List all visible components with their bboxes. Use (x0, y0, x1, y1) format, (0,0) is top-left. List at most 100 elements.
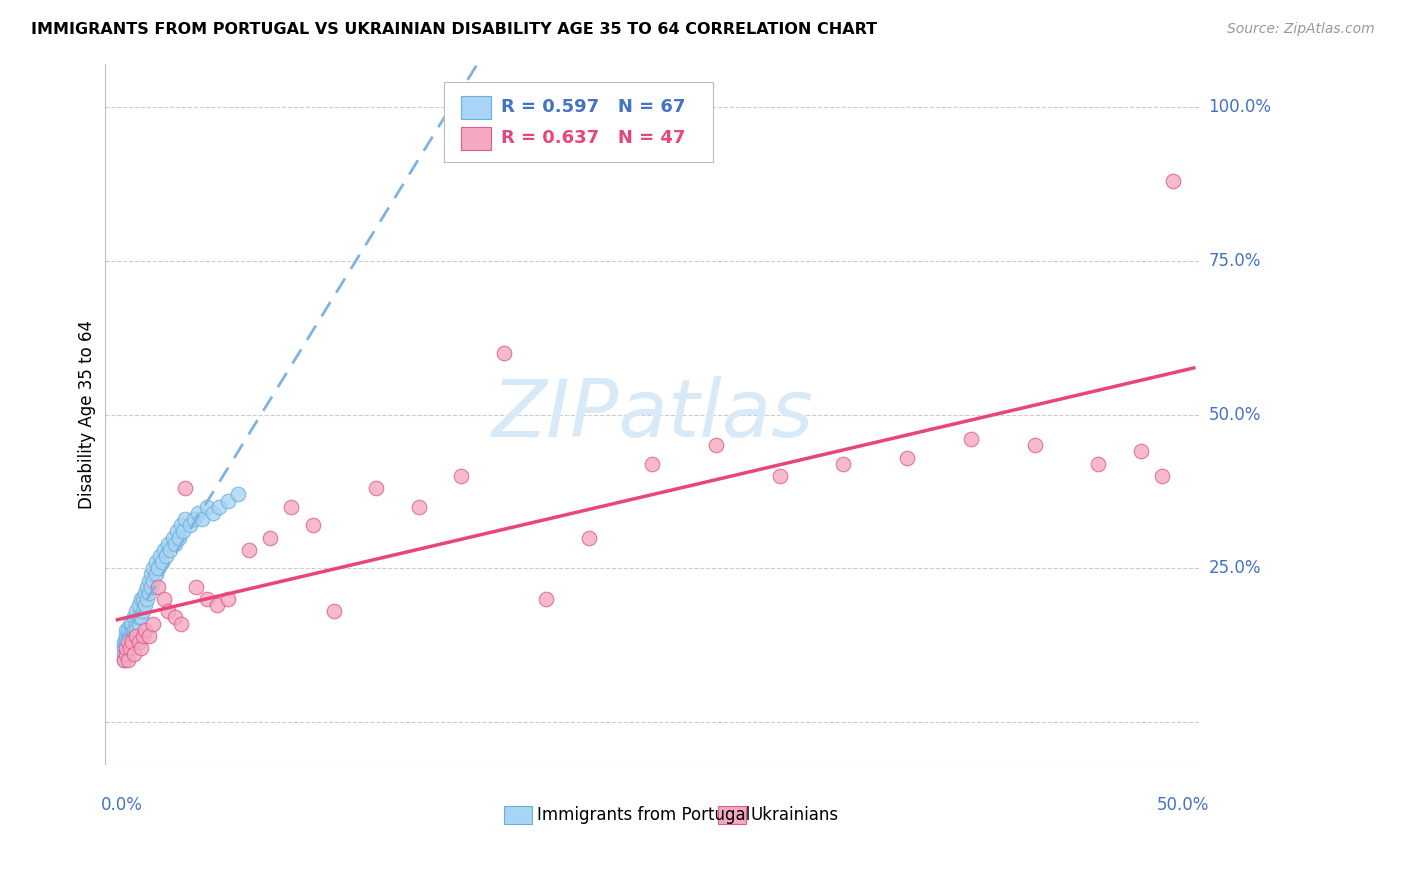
Text: 25.0%: 25.0% (1209, 559, 1261, 577)
Point (128, 616, 150, 631)
Point (960, 432, 983, 446)
Point (117, 623, 139, 637)
Text: R = 0.637   N = 47: R = 0.637 N = 47 (501, 129, 686, 147)
Point (366, 481, 388, 495)
Point (174, 481, 197, 495)
Point (120, 635, 142, 649)
Point (117, 635, 139, 649)
Point (120, 641, 142, 656)
Point (117, 653, 139, 667)
Point (163, 610, 186, 624)
Text: ZIPatlas: ZIPatlas (491, 376, 814, 453)
Point (153, 592, 176, 607)
Point (128, 635, 150, 649)
Point (138, 574, 160, 588)
Point (142, 561, 165, 575)
Point (138, 629, 160, 643)
Point (114, 635, 136, 649)
Point (149, 549, 172, 563)
Point (128, 610, 150, 624)
Point (162, 531, 184, 545)
Point (159, 542, 181, 557)
Point (121, 635, 143, 649)
Point (155, 549, 177, 563)
Point (124, 623, 146, 637)
Point (132, 592, 155, 607)
Point (322, 604, 344, 618)
FancyBboxPatch shape (444, 81, 713, 162)
Point (117, 635, 139, 649)
Point (157, 604, 180, 618)
Point (112, 648, 135, 662)
Point (124, 648, 146, 662)
Point (136, 592, 159, 607)
Point (121, 616, 143, 631)
Text: Ukrainians: Ukrainians (751, 806, 839, 824)
Point (125, 629, 148, 643)
Point (129, 610, 152, 624)
Point (114, 629, 136, 643)
Point (136, 580, 159, 594)
Point (134, 598, 156, 612)
Point (124, 629, 146, 643)
Point (121, 629, 143, 643)
Point (166, 524, 188, 539)
Point (112, 653, 135, 667)
Point (174, 512, 197, 526)
Point (179, 518, 201, 533)
Point (125, 623, 148, 637)
Point (172, 524, 194, 539)
Point (134, 586, 156, 600)
Text: 0.0%: 0.0% (101, 796, 142, 814)
Point (125, 616, 148, 631)
Point (534, 592, 557, 607)
Point (191, 512, 214, 526)
Point (217, 592, 239, 607)
Point (117, 629, 139, 643)
Point (114, 623, 136, 637)
FancyBboxPatch shape (718, 806, 745, 824)
Point (145, 567, 167, 582)
Point (129, 641, 152, 656)
Text: Source: ZipAtlas.com: Source: ZipAtlas.com (1227, 22, 1375, 37)
FancyBboxPatch shape (461, 128, 491, 150)
Point (704, 438, 727, 452)
Point (896, 450, 918, 465)
Text: 100.0%: 100.0% (1209, 98, 1271, 116)
Point (195, 500, 218, 514)
Point (132, 629, 155, 643)
Point (146, 561, 169, 575)
Point (183, 512, 205, 526)
Text: R = 0.597   N = 67: R = 0.597 N = 67 (501, 98, 686, 116)
Point (112, 641, 135, 656)
Point (120, 629, 142, 643)
Point (170, 518, 193, 533)
Point (132, 604, 155, 618)
Point (450, 469, 472, 483)
Text: 50.0%: 50.0% (1157, 796, 1209, 814)
Point (1087, 457, 1109, 471)
Point (187, 506, 209, 520)
Point (205, 598, 228, 612)
Point (195, 592, 218, 607)
Point (134, 623, 156, 637)
Point (184, 580, 207, 594)
Point (238, 542, 260, 557)
Point (114, 641, 136, 656)
Point (114, 641, 136, 656)
Point (1161, 174, 1184, 188)
Point (492, 346, 515, 360)
Point (153, 542, 176, 557)
Point (112, 635, 135, 649)
Point (121, 623, 143, 637)
Point (129, 592, 152, 607)
Point (201, 506, 224, 520)
Point (112, 653, 135, 667)
Point (124, 610, 146, 624)
Point (769, 469, 792, 483)
Point (157, 536, 180, 550)
Point (1129, 444, 1152, 458)
Point (150, 555, 173, 569)
Point (578, 531, 600, 545)
Point (832, 457, 855, 471)
